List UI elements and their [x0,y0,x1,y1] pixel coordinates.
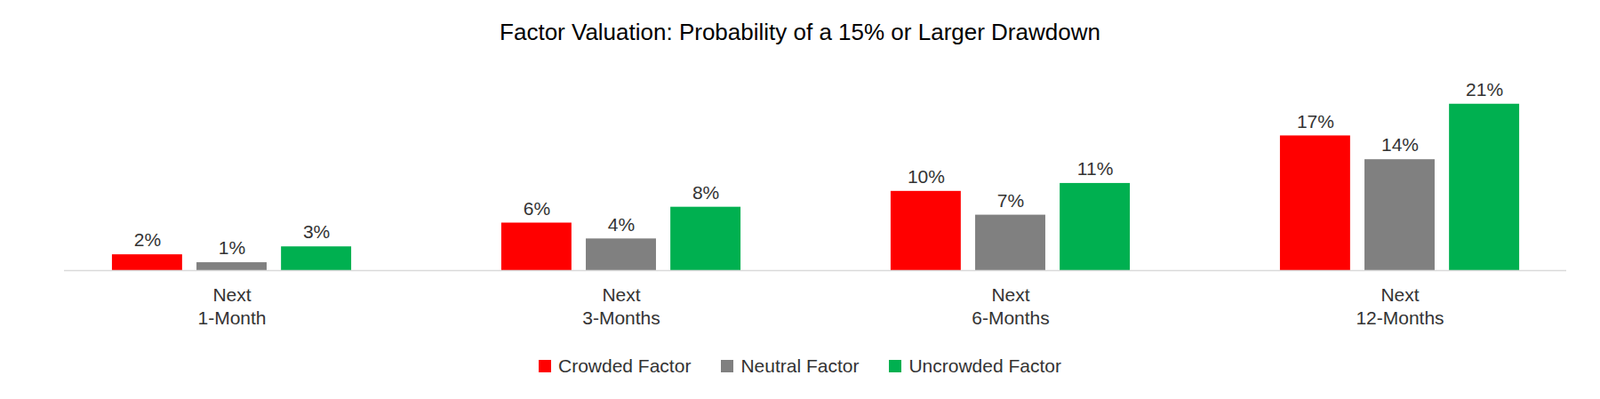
svg-text:11%: 11% [1077,158,1113,179]
svg-text:1%: 1% [218,237,246,258]
svg-text:17%: 17% [1296,111,1335,132]
svg-text:7%: 7% [997,190,1024,211]
svg-text:8%: 8% [692,182,720,203]
html-text:Crowded Factor: Crowded Factor [558,355,692,376]
html-text:Factor Valuation: Probability: Factor Valuation: Probability of a 15% o… [499,18,1101,46]
svg-text:14%: 14% [1381,134,1419,155]
svg-text:Next1-Month: Next1-Month [197,284,266,328]
svg-text:Next6-Months: Next6-Months [971,284,1050,328]
svg-text:4%: 4% [608,214,635,235]
svg-text:6%: 6% [523,198,551,219]
html-text:Neutral Factor: Neutral Factor [740,355,860,376]
svg-text:3%: 3% [303,221,330,242]
svg-text:2%: 2% [134,229,161,250]
svg-text:21%: 21% [1465,79,1504,100]
svg-text:Next3-Months: Next3-Months [582,284,661,328]
svg-text:10%: 10% [907,166,945,187]
html-text:Uncrowded Factor: Uncrowded Factor [908,355,1062,376]
svg-text:Next12-Months: Next12-Months [1355,284,1444,328]
